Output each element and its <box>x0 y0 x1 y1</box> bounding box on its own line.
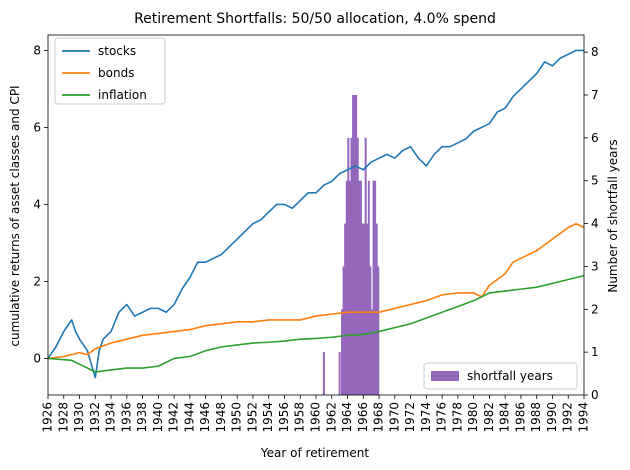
shortfall-bar <box>369 266 372 395</box>
x-tick-label: 1948 <box>214 402 228 433</box>
legend-label-shortfall: shortfall years <box>467 369 553 383</box>
y-tick-label-right: 8 <box>591 45 599 59</box>
x-tick-label: 1942 <box>167 402 181 433</box>
shortfall-bar <box>355 95 358 395</box>
x-tick-label: 1952 <box>245 402 259 433</box>
shortfall-bar <box>375 223 378 395</box>
shortfall-bar <box>367 180 370 395</box>
x-tick-label: 1964 <box>340 402 354 433</box>
shortfall-bar <box>348 180 351 395</box>
shortfall-bar <box>356 137 359 395</box>
x-tick-label: 1974 <box>419 402 433 433</box>
shortfall-bar <box>359 180 362 395</box>
y-tick-label-left: 8 <box>33 43 41 57</box>
x-tick-label: 1954 <box>261 402 275 433</box>
shortfall-bar <box>364 137 367 395</box>
shortfall-bar <box>350 137 353 395</box>
x-tick-label: 1980 <box>466 402 480 433</box>
x-tick-label: 1936 <box>119 402 133 433</box>
x-tick-label: 1934 <box>104 402 118 433</box>
legend-label-bonds: bonds <box>98 66 134 80</box>
shortfall-bar <box>358 180 361 395</box>
shortfall-bar <box>352 95 355 395</box>
x-tick-label: 1958 <box>293 402 307 433</box>
shortfall-bar <box>361 223 364 395</box>
y-tick-label-right: 7 <box>591 88 599 102</box>
x-tick-label: 1956 <box>277 402 291 433</box>
y-tick-label-right: 6 <box>591 131 599 145</box>
x-tick-label: 1968 <box>372 402 386 433</box>
x-tick-label: 1984 <box>498 402 512 433</box>
x-tick-label: 1926 <box>41 402 55 433</box>
shortfall-bar <box>366 223 369 395</box>
x-tick-label: 1928 <box>56 402 70 433</box>
x-tick-label: 1950 <box>230 402 244 433</box>
x-tick-label: 1930 <box>72 402 86 433</box>
y-tick-label-left: 2 <box>33 274 41 288</box>
x-tick-label: 1986 <box>513 402 527 433</box>
shortfall-bar <box>377 266 380 395</box>
x-tick-label: 1990 <box>545 402 559 433</box>
y-tick-label-right: 1 <box>591 345 599 359</box>
y-tick-label-left: 4 <box>33 197 41 211</box>
x-tick-label: 1970 <box>387 402 401 433</box>
shortfall-bar <box>353 95 356 395</box>
x-tick-label: 1944 <box>182 402 196 433</box>
shortfall-bar <box>342 266 345 395</box>
x-tick-label: 1982 <box>482 402 496 433</box>
x-tick-label: 1932 <box>88 402 102 433</box>
y-axis-label-left: cumulative returns of asset classes and … <box>8 85 22 346</box>
x-tick-label: 1988 <box>529 402 543 433</box>
x-tick-label: 1946 <box>198 402 212 433</box>
x-tick-label: 1992 <box>561 402 575 433</box>
shortfall-bar <box>347 137 350 395</box>
legend-swatch-shortfall <box>431 371 459 381</box>
x-tick-label: 1978 <box>450 402 464 433</box>
shortfall-bar <box>370 309 373 395</box>
legend-lines: stocks bonds inflation <box>54 37 166 105</box>
y-tick-label-right: 2 <box>591 302 599 316</box>
shortfall-bar <box>345 180 348 395</box>
legend-label-stocks: stocks <box>98 44 136 58</box>
chart-title: Retirement Shortfalls: 50/50 allocation,… <box>134 11 496 27</box>
x-tick-label: 1940 <box>151 402 165 433</box>
plot-area: 1926 1928 1930 1932 1934 1936 1938 1940 1942 1944… <box>33 34 599 433</box>
y-tick-label-right: 0 <box>591 388 599 402</box>
x-tick-label: 1960 <box>309 402 323 433</box>
y-tick-label-left: 6 <box>33 120 41 134</box>
legend-label-inflation: inflation <box>98 88 147 102</box>
legend-lines-box <box>54 37 166 105</box>
shortfall-bar <box>374 180 377 395</box>
x-tick-label: 1962 <box>324 402 338 433</box>
shortfall-bar <box>372 180 375 395</box>
y-tick-label-right: 3 <box>591 259 599 273</box>
y-tick-label-left: 0 <box>33 351 41 365</box>
series-line-stocks <box>47 49 584 379</box>
shortfall-bar <box>322 352 325 395</box>
legend-bars-box <box>423 362 578 390</box>
y-axis-label-right: Number of shortfall years <box>606 139 620 292</box>
x-tick-label: 1966 <box>356 402 370 433</box>
x-tick-label: 1938 <box>135 402 149 433</box>
series-line-bonds <box>47 222 585 360</box>
legend-bars: shortfall years <box>423 362 578 390</box>
x-axis-label: Year of retirement <box>260 446 369 460</box>
x-tick-label: 1976 <box>435 402 449 433</box>
y-tick-label-right: 4 <box>591 217 599 231</box>
x-tick-label: 1994 <box>577 402 591 433</box>
shortfall-bar <box>363 223 366 395</box>
y-tick-label-right: 5 <box>591 174 599 188</box>
shortfall-bar <box>344 223 347 395</box>
shortfall-bar <box>341 309 344 395</box>
shortfall-bar <box>338 352 341 395</box>
series-line-inflation <box>47 274 585 373</box>
x-tick-label: 1972 <box>403 402 417 433</box>
